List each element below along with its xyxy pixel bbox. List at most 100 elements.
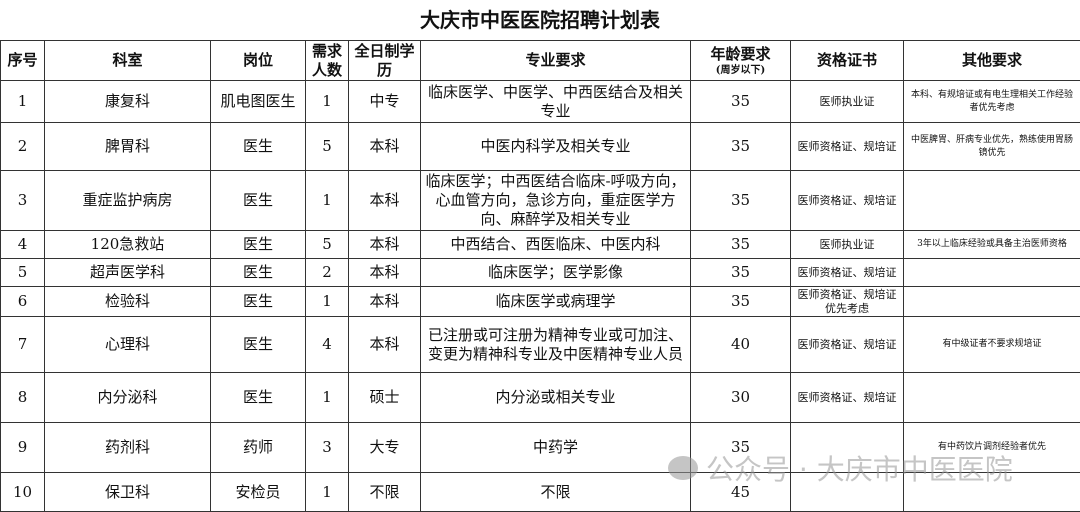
cell-dept: 内分泌科 — [45, 373, 211, 423]
cell-major: 临床医学或病理学 — [421, 287, 691, 317]
cell-major: 临床医学、中医学、中西医结合及相关专业 — [421, 81, 691, 123]
cell-edu: 硕士 — [349, 373, 421, 423]
cell-count: 1 — [306, 287, 349, 317]
cell-no: 4 — [1, 231, 45, 259]
cell-other — [904, 287, 1080, 317]
cell-cert: 医师资格证、规培证 — [791, 171, 904, 231]
header-count: 需求人数 — [306, 41, 349, 81]
cell-major: 临床医学；中西医结合临床-呼吸方向，心血管方向，急诊方向，重症医学方向、麻醉学及… — [421, 171, 691, 231]
cell-cert — [791, 423, 904, 473]
cell-edu: 本科 — [349, 123, 421, 171]
cell-age: 45 — [691, 473, 791, 512]
cell-cert: 医师资格证、规培证 — [791, 317, 904, 373]
cell-other: 有中药饮片调剂经验者优先 — [904, 423, 1080, 473]
header-major: 专业要求 — [421, 41, 691, 81]
cell-other: 3年以上临床经验或具备主治医师资格 — [904, 231, 1080, 259]
header-age-sub: (周岁以下) — [695, 64, 786, 77]
cell-post: 医生 — [211, 287, 306, 317]
cell-dept: 心理科 — [45, 317, 211, 373]
cell-no: 10 — [1, 473, 45, 512]
cell-cert — [791, 473, 904, 512]
cell-other — [904, 473, 1080, 512]
cell-cert: 医师资格证、规培证 — [791, 259, 904, 287]
cell-major: 内分泌或相关专业 — [421, 373, 691, 423]
cell-other: 有中级证者不要求规培证 — [904, 317, 1080, 373]
cell-no: 9 — [1, 423, 45, 473]
cell-count: 5 — [306, 231, 349, 259]
cell-edu: 中专 — [349, 81, 421, 123]
cell-no: 8 — [1, 373, 45, 423]
header-post: 岗位 — [211, 41, 306, 81]
cell-age: 35 — [691, 81, 791, 123]
cell-count: 5 — [306, 123, 349, 171]
header-no: 序号 — [1, 41, 45, 81]
cell-age: 35 — [691, 259, 791, 287]
cell-cert: 医师资格证、规培证 — [791, 373, 904, 423]
cell-edu: 不限 — [349, 473, 421, 512]
cell-dept: 药剂科 — [45, 423, 211, 473]
cell-count: 1 — [306, 473, 349, 512]
cell-dept: 保卫科 — [45, 473, 211, 512]
cell-count: 4 — [306, 317, 349, 373]
cell-count: 1 — [306, 81, 349, 123]
cell-cert: 医师执业证 — [791, 231, 904, 259]
cell-edu: 本科 — [349, 259, 421, 287]
cell-count: 1 — [306, 171, 349, 231]
cell-cert: 医师执业证 — [791, 81, 904, 123]
cell-major: 中西结合、西医临床、中医内科 — [421, 231, 691, 259]
cell-post: 医生 — [211, 171, 306, 231]
header-edu: 全日制学历 — [349, 41, 421, 81]
header-row: 序号 科室 岗位 需求人数 全日制学历 专业要求 年龄要求(周岁以下) 资格证书… — [1, 41, 1080, 81]
cell-other: 中医脾胃、肝病专业优先，熟练使用胃肠镜优先 — [904, 123, 1080, 171]
cell-count: 3 — [306, 423, 349, 473]
cell-major: 中医内科学及相关专业 — [421, 123, 691, 171]
cell-no: 1 — [1, 81, 45, 123]
cell-age: 35 — [691, 171, 791, 231]
cell-post: 安检员 — [211, 473, 306, 512]
cell-post: 医生 — [211, 373, 306, 423]
cell-no: 5 — [1, 259, 45, 287]
cell-edu: 本科 — [349, 171, 421, 231]
cell-cert: 医师资格证、规培证优先考虑 — [791, 287, 904, 317]
cell-no: 6 — [1, 287, 45, 317]
cell-edu: 本科 — [349, 317, 421, 373]
cell-post: 肌电图医生 — [211, 81, 306, 123]
cell-other: 本科、有规培证或有电生理相关工作经验者优先考虑 — [904, 81, 1080, 123]
cell-other — [904, 171, 1080, 231]
cell-post: 药师 — [211, 423, 306, 473]
cell-count: 1 — [306, 373, 349, 423]
header-cert: 资格证书 — [791, 41, 904, 81]
cell-edu: 大专 — [349, 423, 421, 473]
cell-edu: 本科 — [349, 231, 421, 259]
cell-dept: 120急救站 — [45, 231, 211, 259]
page-title: 大庆市中医医院招聘计划表 — [0, 0, 1080, 40]
cell-age: 35 — [691, 123, 791, 171]
header-dept: 科室 — [45, 41, 211, 81]
cell-dept: 脾胃科 — [45, 123, 211, 171]
cell-count: 2 — [306, 259, 349, 287]
cell-no: 2 — [1, 123, 45, 171]
header-age-label: 年龄要求 — [695, 45, 786, 64]
cell-major: 不限 — [421, 473, 691, 512]
cell-edu: 本科 — [349, 287, 421, 317]
cell-other — [904, 259, 1080, 287]
cell-no: 3 — [1, 171, 45, 231]
cell-dept: 重症监护病房 — [45, 171, 211, 231]
header-other: 其他要求 — [904, 41, 1080, 81]
cell-dept: 超声医学科 — [45, 259, 211, 287]
cell-age: 35 — [691, 287, 791, 317]
header-age: 年龄要求(周岁以下) — [691, 41, 791, 81]
cell-post: 医生 — [211, 317, 306, 373]
cell-other — [904, 373, 1080, 423]
cell-age: 40 — [691, 317, 791, 373]
cell-dept: 康复科 — [45, 81, 211, 123]
